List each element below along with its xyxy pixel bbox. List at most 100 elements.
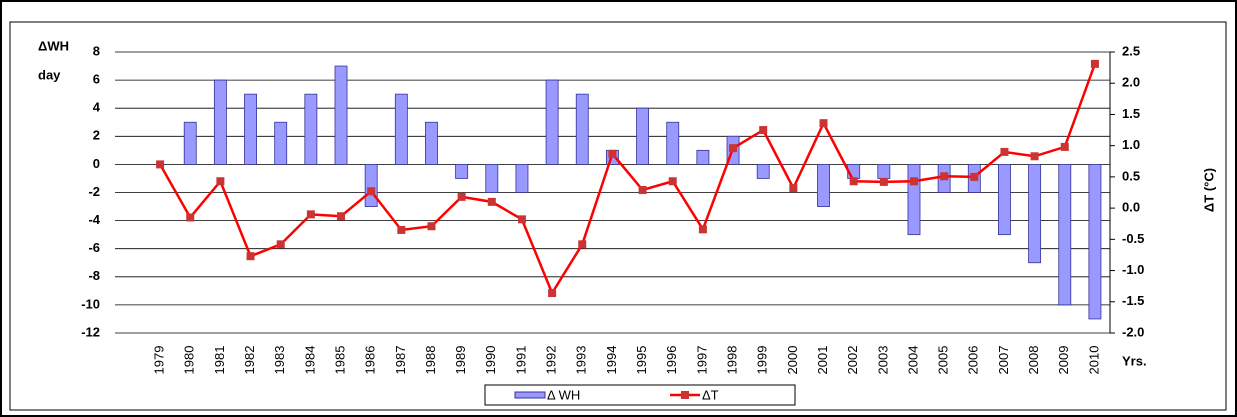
y-tick-label: -12 bbox=[81, 324, 100, 339]
legend-swatch bbox=[514, 391, 546, 399]
y2-tick-label: 1.0 bbox=[1122, 137, 1140, 152]
bar bbox=[183, 121, 197, 165]
bar bbox=[515, 163, 529, 193]
bar bbox=[636, 107, 650, 165]
bar bbox=[545, 79, 559, 165]
x-tick-label: 2009 bbox=[1056, 346, 1071, 375]
legend-label: Δ WH bbox=[547, 387, 580, 402]
line bbox=[158, 63, 1097, 296]
y-tick-label: 6 bbox=[93, 72, 100, 87]
marker bbox=[457, 192, 466, 201]
bar bbox=[244, 93, 257, 165]
x-tick-label: 2001 bbox=[815, 346, 830, 375]
bar bbox=[425, 121, 438, 165]
x-tick-label: 1996 bbox=[664, 346, 679, 375]
y2-tick-label: 0.5 bbox=[1122, 168, 1140, 183]
y2-tick-label: 2.0 bbox=[1122, 75, 1140, 90]
y-tick-label: 8 bbox=[93, 43, 100, 58]
legend-label: ΔT bbox=[702, 387, 719, 402]
marker bbox=[789, 184, 798, 193]
marker bbox=[487, 197, 496, 206]
marker bbox=[186, 213, 195, 222]
x-tick-label: 2006 bbox=[966, 346, 981, 375]
marker bbox=[246, 252, 255, 261]
x-tick-label: 2004 bbox=[905, 346, 920, 375]
x-tick-label: 1982 bbox=[242, 346, 257, 375]
marker bbox=[306, 210, 315, 219]
x-tick-label: 1997 bbox=[694, 346, 709, 375]
x-tick-label: 1993 bbox=[574, 346, 589, 375]
y2-tick-label: -1.0 bbox=[1122, 262, 1144, 277]
bar bbox=[364, 163, 378, 207]
bar bbox=[756, 163, 770, 179]
marker bbox=[819, 119, 828, 128]
x-tick-label: 1989 bbox=[453, 346, 468, 375]
bar bbox=[455, 163, 469, 179]
x-tick-label: 1980 bbox=[182, 346, 197, 375]
marker bbox=[698, 225, 707, 234]
marker bbox=[1060, 142, 1069, 151]
y2-label: ΔT (°C) bbox=[1201, 168, 1216, 212]
y-tick-label: 0 bbox=[93, 156, 100, 171]
x-tick-label: 2005 bbox=[936, 346, 951, 375]
y2-tick-label: 1.5 bbox=[1122, 106, 1140, 121]
marker bbox=[337, 212, 346, 221]
bar bbox=[877, 163, 891, 179]
marker bbox=[879, 177, 888, 186]
x-tick-label: 1994 bbox=[604, 346, 619, 375]
x-tick-label: 2000 bbox=[785, 346, 800, 375]
marker bbox=[668, 177, 677, 186]
marker bbox=[397, 225, 406, 234]
marker bbox=[276, 240, 285, 249]
x-tick-label: 1999 bbox=[755, 346, 770, 375]
x-tick-label: 2007 bbox=[996, 346, 1011, 375]
y-label-top: ΔWH bbox=[38, 38, 69, 53]
x-tick-label: 1998 bbox=[724, 346, 739, 375]
x-tick-label: 1992 bbox=[544, 346, 559, 375]
legend bbox=[484, 384, 796, 406]
x-tick-label: 1981 bbox=[212, 346, 227, 375]
bar bbox=[334, 65, 348, 165]
x-tick-label: 1990 bbox=[483, 346, 498, 375]
x-tick-label: 1985 bbox=[332, 346, 347, 375]
x-label: Yrs. bbox=[1122, 353, 1147, 368]
marker bbox=[729, 144, 738, 153]
y-tick-label: -10 bbox=[81, 296, 100, 311]
bar bbox=[485, 163, 499, 193]
x-tick-label: 2008 bbox=[1026, 346, 1041, 375]
y-label-unit: day bbox=[38, 67, 61, 82]
marker bbox=[970, 172, 979, 181]
marker bbox=[909, 177, 918, 186]
y2-tick-label: 2.5 bbox=[1122, 43, 1140, 58]
y2-tick-label: -1.5 bbox=[1122, 293, 1144, 308]
marker bbox=[759, 126, 768, 135]
bar bbox=[696, 149, 710, 165]
x-tick-label: 2002 bbox=[845, 346, 860, 375]
x-tick-label: 1979 bbox=[152, 346, 167, 375]
x-tick-label: 2010 bbox=[1086, 346, 1101, 375]
marker bbox=[548, 289, 557, 298]
y-tick-label: -2 bbox=[88, 184, 100, 199]
bar bbox=[1088, 163, 1102, 320]
bar bbox=[1058, 163, 1072, 306]
bar bbox=[907, 163, 921, 236]
bar bbox=[394, 93, 408, 165]
y-tick-label: -4 bbox=[88, 212, 100, 227]
x-tick-label: 1991 bbox=[513, 346, 528, 375]
y2-tick-label: -0.5 bbox=[1122, 231, 1144, 246]
marker bbox=[638, 186, 647, 195]
marker bbox=[608, 149, 617, 158]
y-tick-label: 4 bbox=[93, 100, 101, 115]
marker bbox=[1000, 147, 1009, 156]
marker bbox=[517, 215, 526, 224]
x-tick-label: 1995 bbox=[634, 346, 649, 375]
marker bbox=[427, 222, 436, 231]
marker bbox=[367, 187, 376, 196]
chart-border bbox=[9, 21, 1227, 411]
legend-marker bbox=[681, 391, 689, 399]
marker bbox=[1090, 59, 1099, 68]
x-tick-label: 1983 bbox=[272, 346, 287, 375]
marker bbox=[1030, 152, 1039, 161]
bar bbox=[817, 163, 830, 207]
